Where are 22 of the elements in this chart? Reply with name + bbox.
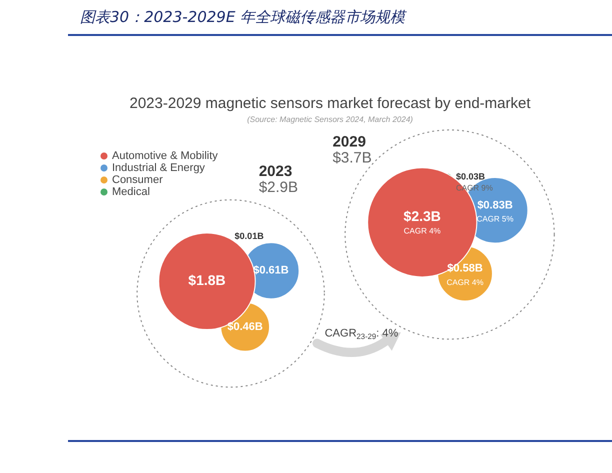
data-label: $0.01B bbox=[234, 231, 264, 242]
legend-label: Automotive & Mobility bbox=[112, 150, 218, 162]
text: CAGR 4% bbox=[446, 278, 484, 287]
text: CAGR 9% bbox=[456, 183, 493, 192]
legend-label: Consumer bbox=[112, 174, 164, 186]
data-label: $0.58B bbox=[447, 262, 483, 275]
data-label: $0.83B bbox=[477, 199, 513, 212]
text: 2023-2029 magnetic sensors market forecast by end-market bbox=[129, 95, 532, 112]
legend-label: Medical bbox=[112, 186, 150, 198]
data-label: $0.03B bbox=[456, 172, 486, 182]
text: $2.9B bbox=[258, 178, 298, 196]
category-label: 2029 bbox=[332, 134, 366, 151]
text: (Source: Magnetic Sensors 2024, March 2024) bbox=[247, 115, 414, 124]
text: CAGR 5% bbox=[476, 214, 514, 224]
text: 图表30：2023-2029E 年全球磁传感器市场规模 bbox=[80, 8, 406, 27]
data-label: $2.3B bbox=[404, 208, 441, 224]
text: $3.7B bbox=[332, 150, 372, 167]
data-label: $0.46B bbox=[227, 320, 263, 333]
category-label: 2023 bbox=[258, 162, 292, 180]
text: CAGR 4% bbox=[404, 226, 441, 236]
legend-label: Industrial & Energy bbox=[112, 162, 206, 174]
data-label: $1.8B bbox=[188, 272, 226, 288]
